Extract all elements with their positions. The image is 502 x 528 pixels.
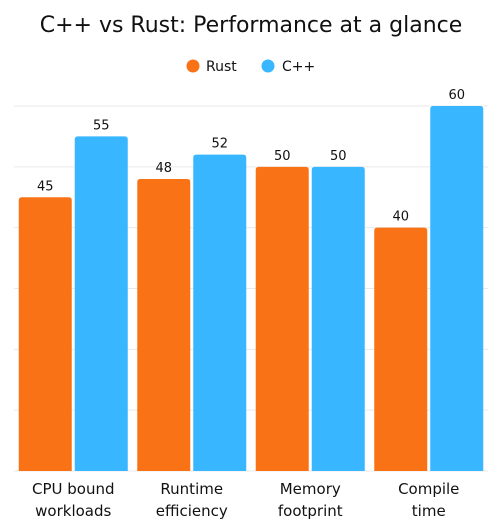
legend-label: Rust xyxy=(206,59,237,75)
x-tick-label: efficiency xyxy=(156,502,228,520)
data-label: 50 xyxy=(330,149,347,164)
x-tick-label: Memory xyxy=(280,480,341,498)
x-tick-label: workloads xyxy=(35,502,111,520)
value-labels: 45 55 48 52 50 50 40 60 xyxy=(37,88,465,225)
x-tick-label: CPU bound xyxy=(32,480,115,498)
data-label: 40 xyxy=(392,210,409,225)
legend-marker xyxy=(261,59,275,73)
data-label: 52 xyxy=(211,137,228,152)
data-label: 60 xyxy=(448,88,465,103)
chart-title: C++ vs Rust: Performance at a glance xyxy=(40,13,463,38)
data-label: 45 xyxy=(37,179,54,194)
bar xyxy=(137,179,191,471)
x-tick-labels: CPU bound workloads Runtime efficiency Memor… xyxy=(32,480,459,520)
bar xyxy=(255,166,309,472)
x-tick-label: footprint xyxy=(278,502,343,520)
x-tick-label: time xyxy=(412,502,446,520)
legend-label: C++ xyxy=(282,59,315,75)
data-label: 55 xyxy=(93,118,110,133)
legend-marker xyxy=(186,59,200,73)
x-tick-label: Compile xyxy=(398,480,459,498)
legend: Rust C++ xyxy=(186,59,315,75)
bar xyxy=(430,106,484,471)
bar xyxy=(18,197,72,471)
bar xyxy=(193,154,247,471)
bars xyxy=(18,106,484,472)
data-label: 48 xyxy=(155,161,172,176)
bar xyxy=(374,227,428,471)
data-label: 50 xyxy=(274,149,291,164)
bar xyxy=(74,136,128,471)
x-tick-label: Runtime xyxy=(160,480,223,498)
bar xyxy=(311,166,365,472)
